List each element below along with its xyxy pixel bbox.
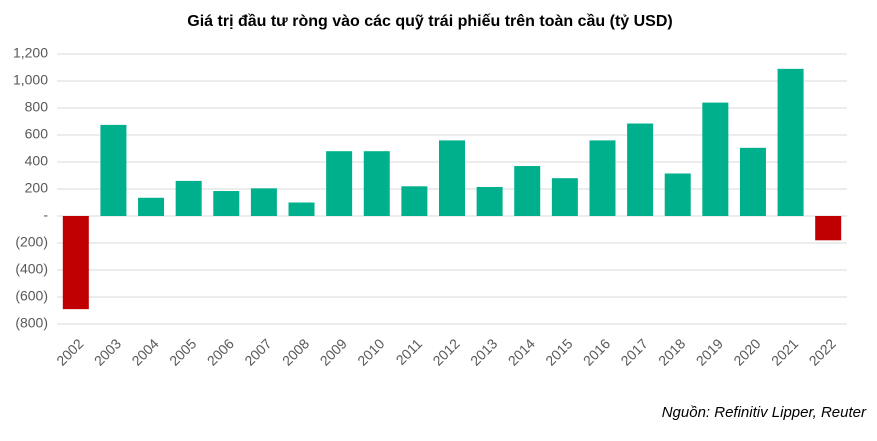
x-tick-label: 2009 (317, 335, 350, 368)
x-tick-label: 2007 (241, 335, 274, 368)
bar (589, 140, 616, 216)
y-tick-label: 200 (25, 180, 49, 196)
bar (664, 173, 691, 216)
y-tick-label: (800) (15, 315, 48, 331)
bar (363, 151, 390, 216)
y-tick-label: 1,000 (13, 72, 48, 88)
source: Nguồn: Refinitiv Lipper, Reuter (662, 404, 867, 421)
x-tick-label: 2021 (768, 335, 801, 368)
x-tick-label: 2014 (505, 335, 538, 368)
y-tick-label: 600 (25, 126, 49, 142)
x-tick-label: 2015 (542, 335, 575, 368)
x-tick-label: 2011 (393, 335, 426, 368)
bar (250, 188, 277, 216)
bar (551, 178, 578, 216)
bar (175, 180, 202, 216)
bar (777, 68, 804, 216)
x-tick-label: 2022 (806, 335, 839, 368)
x-tick-label: 2008 (279, 335, 312, 368)
bar (401, 186, 428, 216)
y-tick-label: (600) (15, 288, 48, 304)
y-tick-label: (400) (15, 261, 48, 277)
bar (439, 140, 465, 216)
x-tick-label: 2017 (617, 335, 650, 368)
chart-title: Giá trị đầu tư ròng vào các quỹ trái phi… (187, 13, 672, 30)
x-tick-label: 2002 (53, 335, 86, 368)
y-tick-label: 1,200 (13, 45, 48, 61)
x-tick-label: 2003 (91, 335, 124, 368)
bar (514, 166, 541, 216)
y-tick-label: - (43, 207, 48, 223)
bar (138, 197, 165, 216)
bar (100, 124, 127, 216)
bar (702, 102, 729, 216)
bar (288, 202, 315, 216)
x-tick-label: 2006 (204, 335, 237, 368)
bar (62, 216, 89, 310)
bar (627, 123, 654, 216)
x-tick-label: 2010 (354, 335, 387, 368)
bar (815, 216, 842, 241)
bar (326, 151, 353, 216)
x-tick-label: 2013 (467, 335, 500, 368)
bar (476, 186, 503, 216)
x-tick-label: 2016 (580, 335, 613, 368)
x-tick-label: 2005 (166, 335, 199, 368)
bar (739, 147, 766, 216)
x-tick-label: 2019 (693, 335, 726, 368)
y-tick-label: 800 (25, 99, 49, 115)
x-tick-label: 2018 (655, 335, 688, 368)
x-tick-label: 2012 (429, 335, 462, 368)
y-tick-label: (200) (15, 234, 48, 250)
bar (213, 191, 240, 216)
x-tick-label: 2020 (730, 335, 763, 368)
y-tick-label: 400 (25, 153, 49, 169)
x-tick-label: 2004 (128, 335, 161, 368)
